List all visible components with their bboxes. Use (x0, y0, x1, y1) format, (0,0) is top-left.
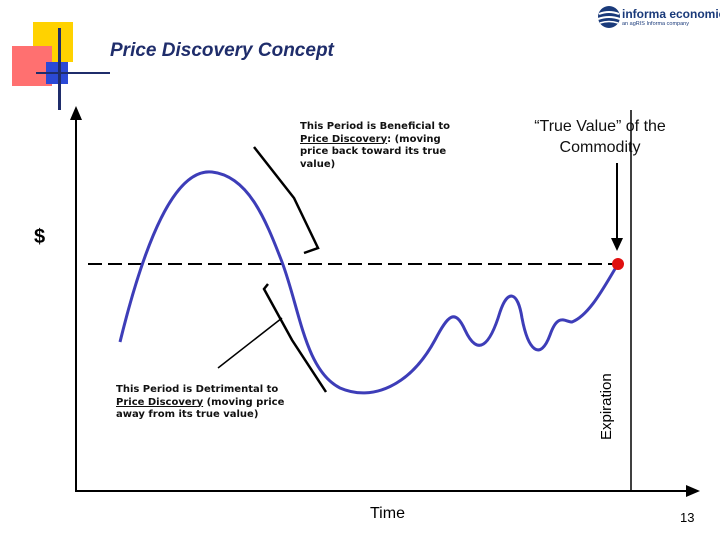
logo-name: informa economics (622, 7, 720, 21)
beneficial-line2-rest: : (moving (387, 133, 441, 145)
x-axis-label: Time (370, 505, 405, 522)
y-axis-label: $ (34, 226, 46, 248)
page-title: Price Discovery Concept (110, 40, 334, 61)
detrimental-line1: This Period is Detrimental to (116, 384, 279, 395)
detrimental-bracket (262, 283, 328, 393)
true-value-dot (612, 258, 624, 270)
true-value-callout: “True Value” of the Commodity (510, 116, 690, 158)
price-curve (118, 170, 620, 395)
x-axis-arrow (686, 485, 700, 497)
horizontal-rule (36, 72, 110, 74)
page-number: 13 (680, 510, 695, 525)
detrimental-line2-rest: (moving price (203, 396, 285, 408)
beneficial-note: This Period is Beneficial to Price Disco… (300, 121, 475, 171)
vertical-rule (58, 28, 61, 110)
y-axis-arrow (70, 106, 82, 120)
detrimental-line2-term: Price Discovery (116, 396, 204, 408)
detrimental-line3: away from its true value) (116, 409, 259, 420)
expiration-label: Expiration (598, 373, 615, 440)
beneficial-line3: price back toward its true (300, 146, 447, 157)
beneficial-bracket (253, 146, 320, 255)
beneficial-line1: This Period is Beneficial to (300, 121, 451, 132)
beneficial-line4: value) (300, 158, 336, 170)
red-square (12, 46, 52, 86)
true-value-line1: “True Value” of the (534, 118, 666, 135)
beneficial-line2-term: Price Discovery (300, 133, 388, 145)
company-logo (594, 2, 720, 32)
corner-decoration (0, 0, 110, 110)
detrimental-note: This Period is Detrimental to Price Disc… (116, 384, 316, 422)
true-value-line2: Commodity (559, 139, 641, 156)
globe-logo-icon (597, 6, 621, 28)
true-value-arrowhead (611, 238, 623, 251)
logo-tagline: an agRIS Informa company (622, 21, 689, 27)
detrimental-leader (217, 317, 283, 369)
